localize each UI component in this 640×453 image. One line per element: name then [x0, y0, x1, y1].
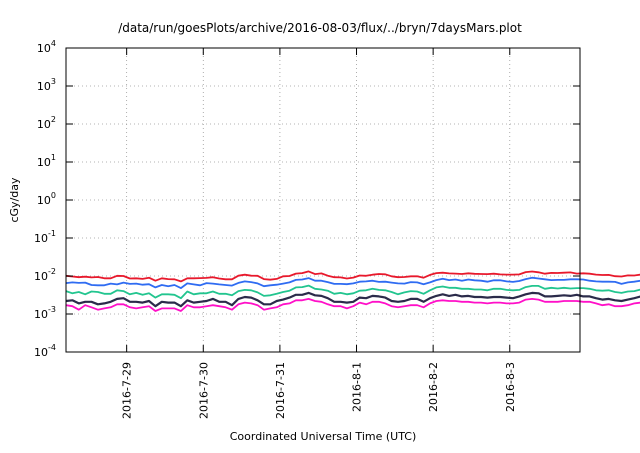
x-tick-label: 2016-8-3 [504, 362, 517, 412]
series-line-3 [65, 284, 640, 300]
series-layer [65, 270, 640, 312]
x-axis-label: Coordinated Universal Time (UTC) [230, 430, 417, 443]
x-tick-label: 2016-7-31 [274, 362, 287, 419]
x-tick-label: 2016-7-30 [197, 362, 210, 419]
y-tick-label: 100 [37, 191, 56, 207]
x-tick-label: 2016-8-1 [351, 362, 364, 412]
y-tick-label: 10-1 [34, 229, 56, 245]
axes: 10-4 10-3 10-2 10-1 100 101 102 103 104 2016-7-29… [34, 39, 580, 419]
y-tick-label: 103 [37, 77, 56, 93]
y-tick-label: 101 [37, 153, 56, 169]
y-tick-label: 104 [37, 39, 56, 55]
x-tick-label: 2016-7-29 [121, 362, 134, 419]
grid [66, 48, 580, 352]
series-line-5 [65, 297, 640, 312]
series-line-1 [65, 270, 640, 283]
series-line-4 [65, 291, 640, 308]
y-tick-label: 102 [37, 115, 56, 131]
y-tick-label: 10-2 [34, 267, 56, 283]
y-tick-label: 10-4 [34, 343, 56, 359]
chart-title: /data/run/goesPlots/archive/2016-08-03/f… [118, 21, 522, 35]
x-tick-label: 2016-8-2 [427, 362, 440, 412]
y-axis-label: cGy/day [8, 177, 21, 223]
series-line-2 [65, 276, 640, 290]
y-tick-label: 10-3 [34, 305, 56, 321]
